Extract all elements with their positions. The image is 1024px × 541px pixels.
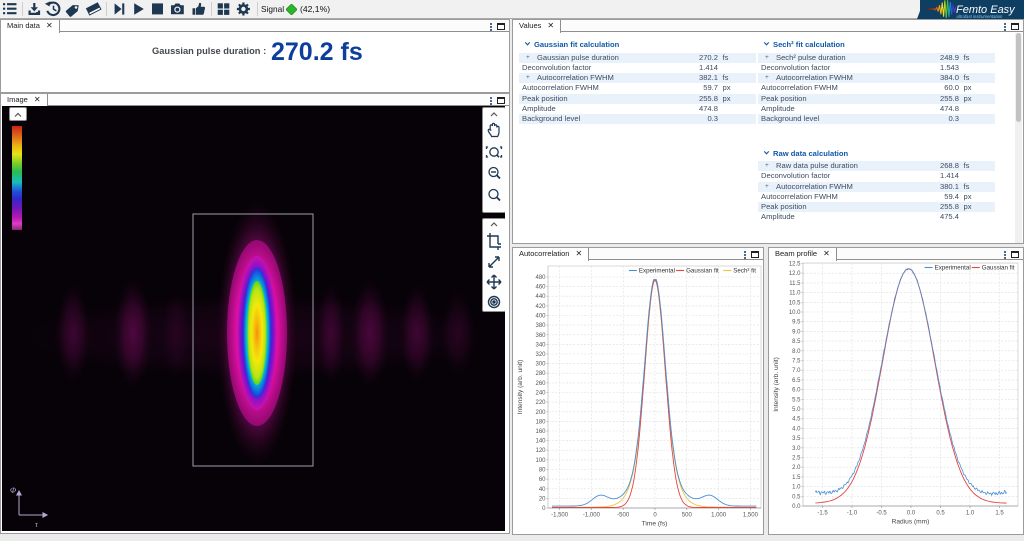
svg-text:Experimental: Experimental bbox=[935, 265, 971, 272]
svg-text:10.0: 10.0 bbox=[789, 310, 801, 316]
svg-text:4.0: 4.0 bbox=[792, 426, 801, 432]
svg-text:400: 400 bbox=[535, 314, 546, 320]
svg-text:440: 440 bbox=[535, 294, 546, 300]
svg-text:260: 260 bbox=[535, 381, 546, 387]
svg-text:380: 380 bbox=[535, 323, 546, 329]
svg-text:0.5: 0.5 bbox=[792, 494, 801, 500]
svg-text:-1,000: -1,000 bbox=[583, 513, 601, 519]
svg-text:Gaussian fit: Gaussian fit bbox=[982, 265, 1015, 272]
svg-text:Intensity (arb. unit): Intensity (arb. unit) bbox=[517, 360, 524, 415]
svg-text:0: 0 bbox=[542, 506, 546, 512]
svg-text:420: 420 bbox=[535, 304, 546, 310]
svg-text:80: 80 bbox=[539, 468, 546, 474]
svg-text:120: 120 bbox=[535, 448, 546, 454]
svg-text:4.5: 4.5 bbox=[792, 417, 801, 423]
svg-text:-1.5: -1.5 bbox=[817, 511, 828, 517]
svg-text:40: 40 bbox=[539, 487, 546, 493]
svg-text:240: 240 bbox=[535, 391, 546, 397]
svg-text:340: 340 bbox=[535, 342, 546, 348]
svg-text:Φ: Φ bbox=[10, 486, 16, 495]
svg-text:12.0: 12.0 bbox=[789, 271, 801, 277]
svg-text:1.0: 1.0 bbox=[966, 511, 975, 517]
svg-text:220: 220 bbox=[535, 400, 546, 406]
svg-text:3.0: 3.0 bbox=[792, 446, 801, 452]
svg-text:Sech² fit: Sech² fit bbox=[733, 268, 756, 275]
svg-text:3.5: 3.5 bbox=[792, 436, 801, 442]
svg-text:1.0: 1.0 bbox=[792, 485, 801, 491]
svg-text:8.0: 8.0 bbox=[792, 349, 801, 355]
svg-text:280: 280 bbox=[535, 371, 546, 377]
svg-text:12.5: 12.5 bbox=[789, 262, 801, 268]
svg-text:Time (fs): Time (fs) bbox=[642, 521, 668, 528]
svg-text:20: 20 bbox=[539, 496, 546, 502]
svg-text:180: 180 bbox=[535, 419, 546, 425]
svg-text:Gaussian fit: Gaussian fit bbox=[686, 268, 719, 275]
svg-text:-1,500: -1,500 bbox=[551, 513, 569, 519]
svg-text:11.5: 11.5 bbox=[789, 281, 801, 287]
svg-text:2.5: 2.5 bbox=[792, 456, 801, 462]
svg-text:-1.0: -1.0 bbox=[847, 511, 858, 517]
svg-text:460: 460 bbox=[535, 285, 546, 291]
svg-text:9.5: 9.5 bbox=[792, 320, 801, 326]
svg-text:320: 320 bbox=[535, 352, 546, 358]
svg-text:0.0: 0.0 bbox=[907, 511, 916, 517]
svg-text:200: 200 bbox=[535, 410, 546, 416]
svg-text:1.5: 1.5 bbox=[792, 475, 801, 481]
svg-text:Experimental: Experimental bbox=[639, 268, 675, 275]
svg-text:8.5: 8.5 bbox=[792, 339, 801, 345]
svg-text:2.0: 2.0 bbox=[792, 465, 801, 471]
svg-text:7.5: 7.5 bbox=[792, 359, 801, 365]
svg-text:7.0: 7.0 bbox=[792, 368, 801, 374]
svg-text:500: 500 bbox=[682, 513, 693, 519]
svg-text:10.5: 10.5 bbox=[789, 300, 801, 306]
svg-text:140: 140 bbox=[535, 439, 546, 445]
svg-text:1.5: 1.5 bbox=[995, 511, 1004, 517]
svg-text:6.5: 6.5 bbox=[792, 378, 801, 384]
svg-text:1,000: 1,000 bbox=[711, 513, 727, 519]
svg-text:160: 160 bbox=[535, 429, 546, 435]
svg-text:300: 300 bbox=[535, 362, 546, 368]
svg-text:11.0: 11.0 bbox=[789, 291, 801, 297]
svg-text:480: 480 bbox=[535, 275, 546, 281]
svg-text:360: 360 bbox=[535, 333, 546, 339]
svg-text:Femto Easy: Femto Easy bbox=[956, 4, 1016, 16]
svg-text:ultrafast instrumentation: ultrafast instrumentation bbox=[957, 14, 1003, 19]
svg-text:-500: -500 bbox=[617, 513, 630, 519]
svg-text:0.5: 0.5 bbox=[936, 511, 945, 517]
svg-text:τ: τ bbox=[35, 520, 39, 529]
svg-text:5.5: 5.5 bbox=[792, 397, 801, 403]
svg-text:1,500: 1,500 bbox=[743, 513, 759, 519]
svg-text:60: 60 bbox=[539, 477, 546, 483]
svg-text:9.0: 9.0 bbox=[792, 329, 801, 335]
svg-text:Intensity (arb. unit): Intensity (arb. unit) bbox=[773, 357, 780, 412]
svg-text:100: 100 bbox=[535, 458, 546, 464]
svg-text:Radius (mm): Radius (mm) bbox=[892, 519, 930, 526]
svg-text:5.0: 5.0 bbox=[792, 407, 801, 413]
svg-text:-0.5: -0.5 bbox=[876, 511, 887, 517]
svg-text:0: 0 bbox=[653, 513, 657, 519]
svg-text:0.0: 0.0 bbox=[792, 504, 801, 510]
svg-text:6.0: 6.0 bbox=[792, 388, 801, 394]
